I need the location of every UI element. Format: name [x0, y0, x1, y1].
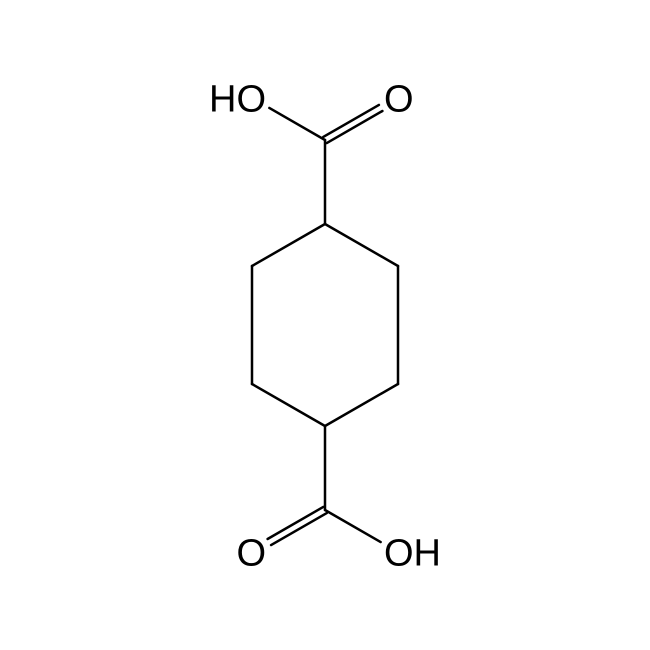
- atom-label-o_top_oh: HO: [209, 78, 266, 120]
- atom-label-o_top_dbl: O: [384, 78, 414, 120]
- molecule-diagram: O HO O OH: [0, 0, 650, 650]
- atom-label-o_bot_dbl: O: [236, 532, 266, 574]
- atom-label-o_bot_oh: OH: [384, 532, 441, 574]
